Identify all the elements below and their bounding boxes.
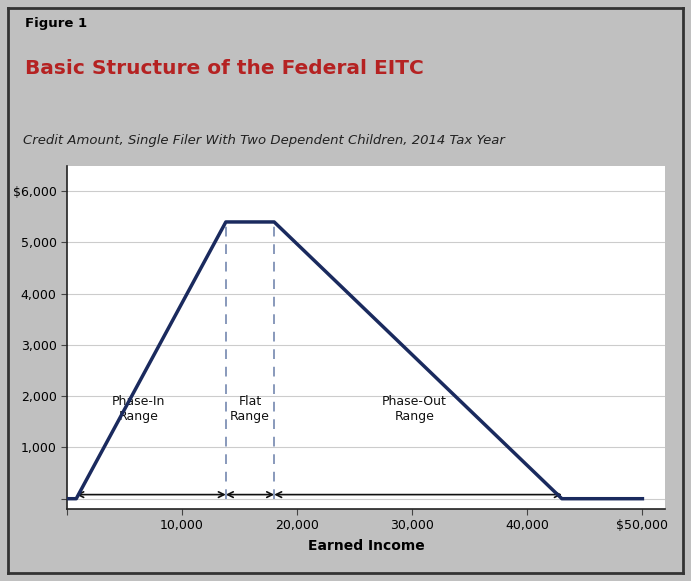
Text: Figure 1: Figure 1 [25,17,87,30]
Text: Basic Structure of the Federal EITC: Basic Structure of the Federal EITC [25,59,424,78]
Text: Flat
Range: Flat Range [230,395,270,423]
Text: Phase-Out
Range: Phase-Out Range [382,395,447,423]
Text: Phase-In
Range: Phase-In Range [112,395,165,423]
X-axis label: Earned Income: Earned Income [308,539,424,553]
Text: Credit Amount, Single Filer With Two Dependent Children, 2014 Tax Year: Credit Amount, Single Filer With Two Dep… [23,134,505,146]
